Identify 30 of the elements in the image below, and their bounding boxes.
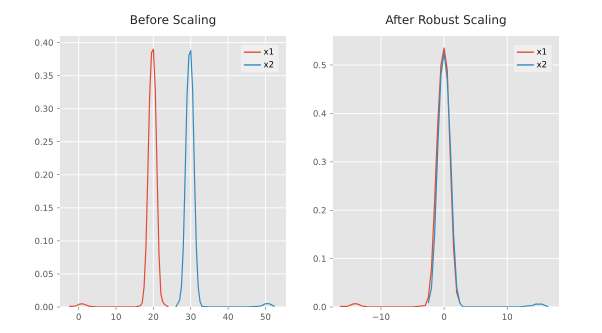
y-tick-label: 0.20	[35, 172, 53, 178]
chart-title: After Robust Scaling	[385, 14, 506, 26]
y-tick-label: 0.1	[314, 255, 326, 262]
x-tick-label: 50	[260, 314, 270, 320]
y-tick-label: 0.25	[35, 138, 53, 145]
y-tick-label: 0.3	[314, 158, 326, 166]
x-tick-label: 10	[502, 314, 512, 320]
x-tick-label: 30	[186, 314, 196, 320]
x-tick-label: −10	[372, 314, 390, 320]
legend-label: x2	[536, 61, 546, 68]
y-tick-label: 0.05	[35, 270, 53, 278]
y-tick-label: 0.2	[314, 207, 326, 214]
legend-label: x1	[264, 48, 274, 55]
y-tick-label: 0.30	[35, 106, 53, 112]
chart-title: Before Scaling	[130, 14, 216, 26]
x-tick-label: 0	[442, 314, 446, 320]
y-tick-label: 0.4	[314, 110, 326, 117]
x-tick-label: 40	[223, 314, 233, 320]
x-tick-label: 20	[148, 314, 158, 320]
y-tick-label: 0.35	[35, 72, 53, 79]
x-tick-label: 10	[112, 314, 121, 320]
y-tick-label: 0.5	[314, 62, 326, 68]
x-tick-label: 0	[76, 314, 81, 320]
y-tick-label: 0.40	[35, 39, 53, 46]
y-tick-label: 0.15	[35, 204, 53, 212]
legend-label: x1	[536, 48, 546, 55]
y-tick-label: 0.10	[35, 238, 53, 244]
legend-label: x2	[264, 61, 274, 68]
y-tick-label: 0.00	[35, 304, 53, 310]
y-tick-label: 0.0	[314, 304, 326, 310]
